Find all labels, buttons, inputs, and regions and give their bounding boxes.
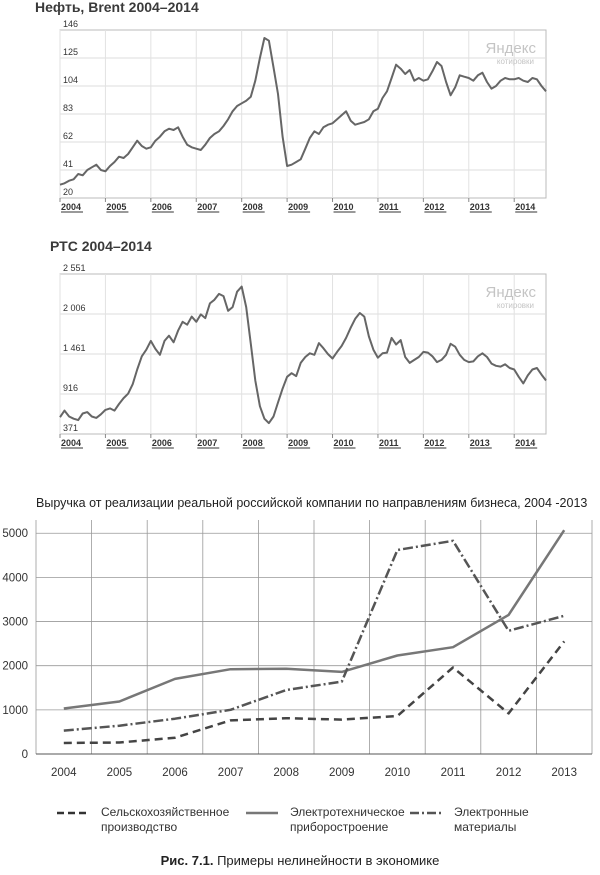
x-tick-label: 2011 [441,767,466,779]
watermark-brand: Яндекс [486,40,537,57]
x-tick-label: 2012 [424,202,444,212]
legend-dashed-line-icon [57,811,89,815]
legend-item-agriculture: Сельскохозяйственное производство [57,805,229,835]
y-tick-label: 5000 [2,528,28,540]
x-tick-label: 2004 [61,438,81,448]
series-line [59,37,547,186]
x-tick-label: 2004 [51,767,77,779]
y-tick-label: 146 [63,19,78,29]
x-tick-label: 2008 [243,202,263,212]
x-tick-label: 2011 [379,202,399,212]
x-tick-label: 2013 [551,767,577,779]
x-tick-label: 2012 [424,438,444,448]
y-tick-label: 2 006 [63,303,86,313]
y-tick-label: 4000 [2,572,28,584]
legend-item-electronic: Электронные материалы [410,805,529,835]
x-tick-label: 2005 [106,202,126,212]
watermark-sub: котировки [497,301,534,310]
x-tick-label: 2009 [288,438,308,448]
y-tick-label: 916 [63,383,78,393]
x-tick-label: 2004 [61,202,81,212]
figure-caption-text: Примеры нелинейности в экономике [217,853,440,868]
legend-dashdot-line-icon [410,811,442,815]
x-tick-label: 2006 [152,438,172,448]
revenue-chart: 5000 4000 3000 2000 1000 0 2004 2005 2006 2007 200… [2,520,593,779]
x-tick-label: 2007 [197,438,217,448]
y-tick-label: 3000 [2,617,28,629]
y-tick-label: 104 [63,75,78,85]
y-tick-label: 83 [63,103,73,113]
brent-chart-title: Нефть, Brent 2004–2014 [35,0,199,15]
x-tick-label: 2010 [334,202,354,212]
figure-caption: Рис. 7.1. Примеры нелинейности в экономи… [0,853,600,868]
series-line-dashed [63,640,566,745]
y-tick-label: 1000 [2,705,28,717]
x-tick-label: 2005 [106,438,126,448]
brent-chart: 146 125 104 83 62 41 20 2004 2005 2006 2007 2008 200… [59,19,547,213]
y-tick-label: 1 461 [63,343,86,353]
legend-item-electrotech: Электротехническое приборостроение [246,805,405,835]
legend-solid-line-icon [246,811,278,815]
y-tick-label: 371 [63,423,78,433]
y-tick-label: 2 551 [63,263,86,273]
y-tick-label: 20 [63,187,73,197]
legend-label-electronic: Электронные материалы [454,805,529,834]
legend-label-electrotech: Электротехническое приборостроение [290,805,405,834]
x-tick-label: 2008 [243,438,263,448]
x-tick-label: 2012 [496,767,522,779]
x-tick-label: 2009 [329,767,355,779]
rts-chart: 2 551 2 006 1 461 916 371 2004 2005 2006 2007 200… [59,263,547,449]
x-tick-label: 2006 [152,202,172,212]
x-tick-label: 2014 [515,438,535,448]
x-tick-label: 2010 [334,438,354,448]
watermark-brand: Яндекс [486,284,537,301]
legend-label-agriculture: Сельскохозяйственное производство [101,805,230,834]
x-tick-label: 2008 [273,767,299,779]
watermark-sub: котировки [497,57,534,66]
series-line-solid [63,529,566,710]
x-tick-label: 2006 [162,767,188,779]
x-tick-label: 2013 [470,202,490,212]
y-tick-label: 2000 [2,661,28,673]
revenue-chart-title: Выручка от реализации реальной российско… [36,496,588,510]
x-tick-label: 2014 [515,202,535,212]
series-line [59,285,547,425]
figure-caption-label: Рис. 7.1. [160,853,214,868]
x-tick-label: 2007 [197,202,217,212]
y-tick-label: 0 [22,749,28,761]
x-tick-label: 2007 [218,767,244,779]
y-tick-label: 125 [63,47,78,57]
x-tick-label: 2010 [385,767,411,779]
y-tick-label: 41 [63,159,73,169]
rts-chart-title: РТС 2004–2014 [50,238,152,254]
y-tick-label: 62 [63,131,73,141]
x-tick-label: 2011 [379,438,399,448]
x-tick-label: 2005 [107,767,133,779]
revenue-legend: Сельскохозяйственное производство Электр… [0,805,600,845]
x-tick-label: 2013 [470,438,490,448]
series-line-dashdot [63,539,565,732]
x-tick-label: 2009 [288,202,308,212]
